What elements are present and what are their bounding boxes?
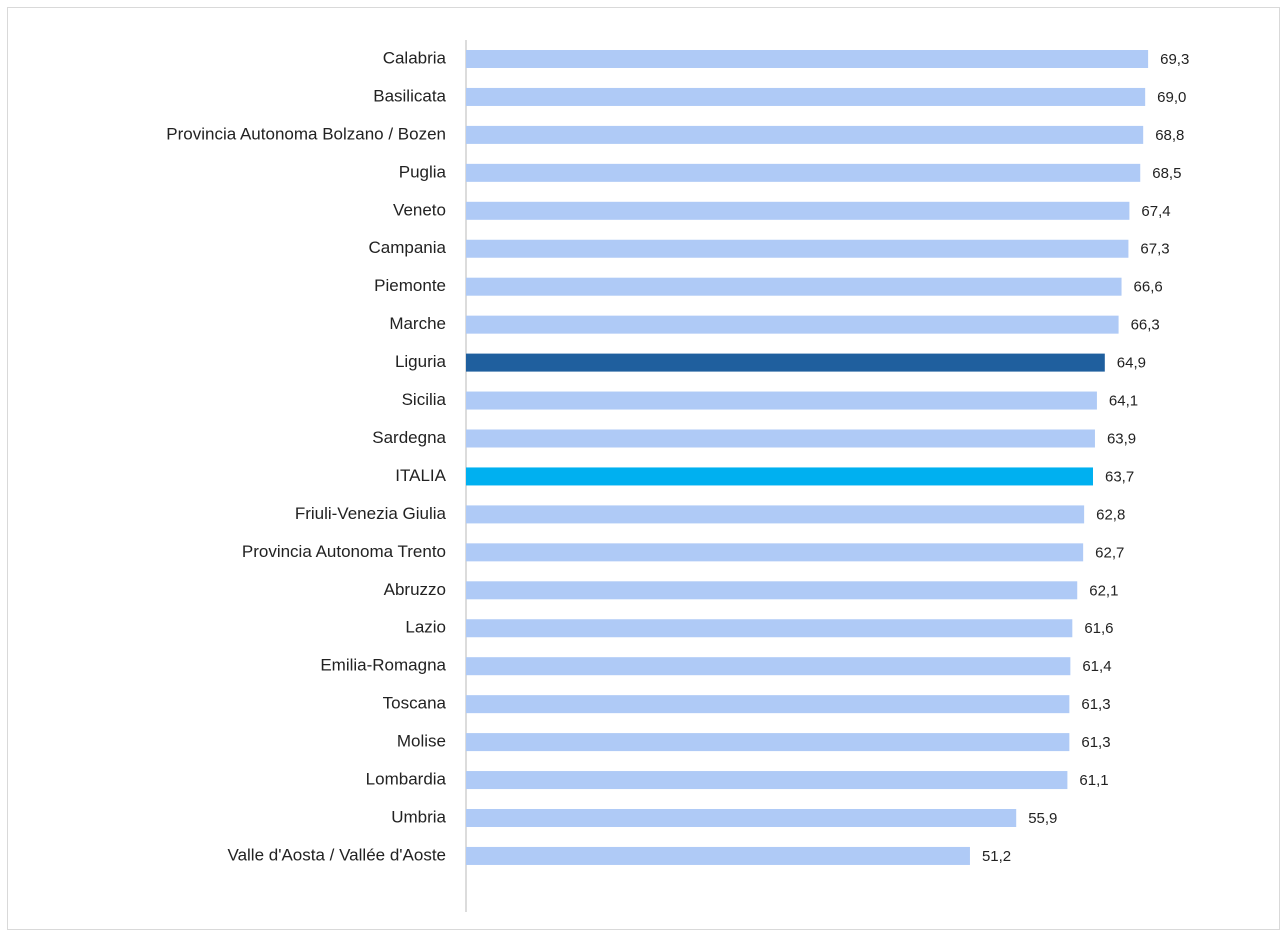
category-label: Calabria — [383, 48, 447, 67]
category-label: Abruzzo — [384, 580, 446, 599]
category-label: Sicilia — [402, 390, 447, 409]
bar — [466, 846, 970, 865]
bar — [466, 771, 1068, 790]
bar — [466, 87, 1146, 106]
bar — [466, 239, 1129, 258]
category-label: Lombardia — [366, 770, 447, 789]
category-label: Lazio — [405, 618, 446, 637]
category-label: Sardegna — [372, 428, 446, 447]
value-label: 67,3 — [1140, 241, 1169, 258]
bar — [466, 277, 1122, 296]
category-label: Friuli-Venezia Giulia — [295, 504, 447, 523]
value-label: 62,7 — [1095, 544, 1124, 561]
value-label: 69,3 — [1160, 51, 1189, 68]
bar — [466, 657, 1071, 676]
value-label: 69,0 — [1157, 89, 1186, 106]
category-label: Marche — [389, 314, 446, 333]
value-label: 66,6 — [1134, 279, 1163, 296]
value-label: 61,3 — [1081, 696, 1110, 713]
bar — [466, 695, 1070, 714]
value-label: 55,9 — [1028, 810, 1057, 827]
bar — [466, 429, 1095, 448]
bar — [466, 391, 1097, 410]
category-label: ITALIA — [395, 466, 446, 485]
value-label: 61,3 — [1081, 734, 1110, 751]
category-label: Toscana — [383, 694, 447, 713]
category-label: Piemonte — [374, 276, 446, 295]
category-label: Liguria — [395, 352, 447, 371]
value-label: 66,3 — [1131, 317, 1160, 334]
value-label: 61,6 — [1084, 620, 1113, 637]
value-label: 61,1 — [1079, 772, 1108, 789]
value-label: 62,1 — [1089, 582, 1118, 599]
category-label: Veneto — [393, 200, 446, 219]
bar — [466, 467, 1093, 486]
category-label: Molise — [397, 732, 446, 751]
category-label: Provincia Autonoma Bolzano / Bozen — [166, 124, 446, 143]
bar — [466, 733, 1070, 752]
value-label: 63,7 — [1105, 468, 1134, 485]
bar — [466, 619, 1073, 638]
bar — [466, 809, 1017, 827]
bar — [466, 505, 1085, 524]
bar — [466, 125, 1144, 144]
category-label: Provincia Autonoma Trento — [242, 542, 446, 561]
bar — [466, 315, 1119, 334]
value-label: 64,9 — [1117, 355, 1146, 372]
bar — [466, 201, 1130, 220]
bar — [466, 163, 1141, 182]
category-label: Valle d'Aosta / Vallée d'Aoste — [228, 845, 447, 864]
value-label: 63,9 — [1107, 430, 1136, 447]
bar — [466, 50, 1149, 68]
value-label: 51,2 — [982, 848, 1011, 865]
value-label: 67,4 — [1141, 203, 1170, 220]
category-label: Basilicata — [373, 86, 446, 105]
category-label: Umbria — [391, 807, 446, 826]
category-label: Emilia-Romagna — [320, 656, 446, 675]
value-label: 61,4 — [1082, 658, 1111, 675]
category-label: Campania — [369, 238, 447, 257]
category-label: Puglia — [399, 162, 447, 181]
bar — [466, 353, 1105, 372]
bar — [466, 581, 1078, 600]
bar — [466, 543, 1084, 562]
value-label: 68,8 — [1155, 127, 1184, 144]
value-label: 62,8 — [1096, 506, 1125, 523]
value-label: 68,5 — [1152, 165, 1181, 182]
value-label: 64,1 — [1109, 393, 1138, 410]
